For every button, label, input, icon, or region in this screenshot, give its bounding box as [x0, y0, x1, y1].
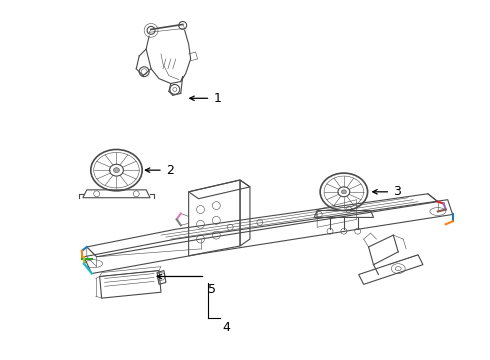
Text: 1: 1 [213, 92, 221, 105]
Text: 5: 5 [208, 283, 217, 296]
Text: 3: 3 [393, 185, 401, 198]
Ellipse shape [342, 190, 346, 194]
Text: 4: 4 [222, 321, 230, 334]
Text: 2: 2 [166, 164, 174, 177]
Ellipse shape [114, 168, 120, 172]
